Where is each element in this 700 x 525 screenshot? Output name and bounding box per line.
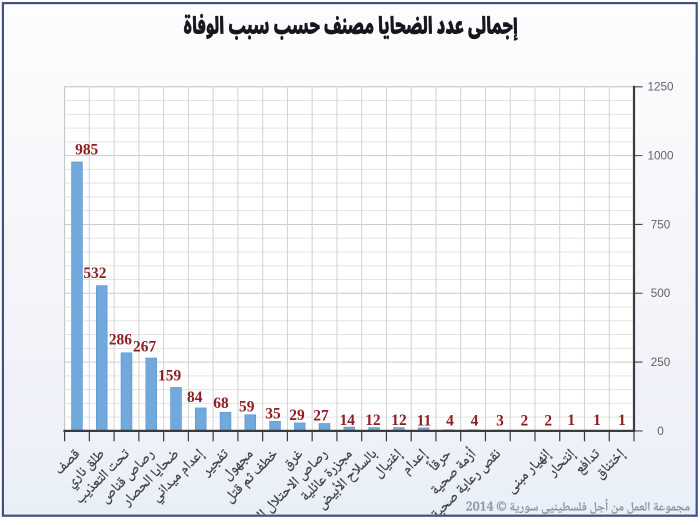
svg-text:750: 750 [651,218,671,231]
svg-text:1: 1 [567,412,575,429]
svg-text:12: 12 [365,412,381,429]
svg-text:159: 159 [158,368,181,385]
svg-text:0: 0 [657,425,664,438]
svg-text:59: 59 [239,399,255,416]
svg-text:267: 267 [133,338,156,355]
svg-text:29: 29 [289,407,305,424]
svg-text:4: 4 [446,412,454,429]
svg-text:1250: 1250 [647,81,674,94]
svg-text:12: 12 [391,412,407,429]
svg-text:250: 250 [651,356,671,369]
svg-text:11: 11 [417,413,432,430]
svg-text:532: 532 [83,265,106,282]
svg-text:500: 500 [651,287,671,300]
svg-text:1: 1 [593,412,601,429]
svg-text:1: 1 [618,412,626,429]
svg-text:27: 27 [313,407,329,424]
svg-text:14: 14 [340,412,356,429]
svg-text:84: 84 [187,389,203,406]
svg-text:3: 3 [496,412,504,429]
svg-text:4: 4 [471,412,479,429]
svg-text:2: 2 [520,412,528,429]
svg-text:286: 286 [109,331,132,348]
svg-text:68: 68 [213,395,229,412]
svg-text:2: 2 [544,412,552,429]
svg-text:35: 35 [265,405,281,422]
svg-text:1000: 1000 [647,150,674,163]
svg-text:985: 985 [75,142,98,159]
